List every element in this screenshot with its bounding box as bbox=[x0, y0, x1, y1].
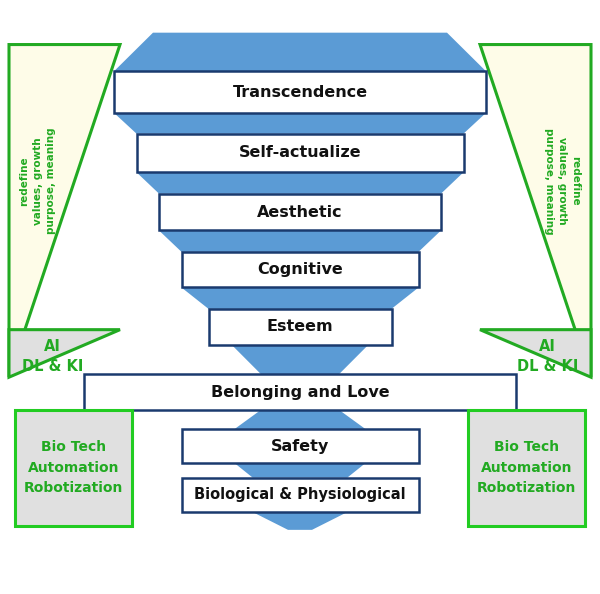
FancyBboxPatch shape bbox=[159, 194, 441, 230]
Polygon shape bbox=[159, 230, 441, 252]
Polygon shape bbox=[182, 287, 419, 309]
FancyBboxPatch shape bbox=[84, 374, 516, 410]
Text: AI
DL & KI: AI DL & KI bbox=[517, 339, 578, 374]
Polygon shape bbox=[235, 463, 365, 478]
Polygon shape bbox=[232, 345, 368, 374]
FancyBboxPatch shape bbox=[114, 71, 486, 113]
Polygon shape bbox=[9, 330, 120, 377]
Text: Self-actualize: Self-actualize bbox=[239, 146, 361, 160]
Polygon shape bbox=[114, 33, 486, 71]
Text: Transcendence: Transcendence bbox=[232, 84, 368, 100]
FancyBboxPatch shape bbox=[209, 309, 392, 345]
Text: AI
DL & KI: AI DL & KI bbox=[22, 339, 83, 374]
Text: Bio Tech
Automation
Robotization: Bio Tech Automation Robotization bbox=[477, 440, 576, 495]
Text: Safety: Safety bbox=[271, 438, 329, 454]
Polygon shape bbox=[480, 330, 591, 377]
Polygon shape bbox=[253, 512, 347, 530]
Polygon shape bbox=[480, 45, 591, 377]
FancyBboxPatch shape bbox=[182, 252, 419, 287]
Text: Belonging and Love: Belonging and Love bbox=[211, 384, 389, 400]
FancyBboxPatch shape bbox=[182, 478, 419, 512]
FancyBboxPatch shape bbox=[182, 429, 419, 463]
Polygon shape bbox=[114, 113, 486, 134]
Text: Esteem: Esteem bbox=[266, 319, 334, 334]
Text: Biological & Physiological: Biological & Physiological bbox=[194, 487, 406, 503]
Polygon shape bbox=[137, 172, 464, 194]
Polygon shape bbox=[235, 410, 365, 429]
Text: redefine
values, growth
purpose, meaning: redefine values, growth purpose, meaning bbox=[544, 128, 580, 235]
Text: Bio Tech
Automation
Robotization: Bio Tech Automation Robotization bbox=[24, 440, 123, 495]
Text: Aesthetic: Aesthetic bbox=[257, 204, 343, 220]
FancyBboxPatch shape bbox=[15, 410, 132, 526]
Polygon shape bbox=[9, 45, 120, 377]
FancyBboxPatch shape bbox=[137, 134, 464, 172]
FancyBboxPatch shape bbox=[468, 410, 585, 526]
Text: redefine
values, growth
purpose, meaning: redefine values, growth purpose, meaning bbox=[20, 128, 56, 235]
Text: Cognitive: Cognitive bbox=[257, 262, 343, 277]
